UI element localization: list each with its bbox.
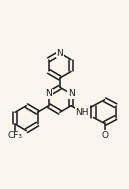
Text: N: N bbox=[45, 89, 52, 98]
Text: CF₃: CF₃ bbox=[8, 131, 23, 140]
Text: N: N bbox=[57, 49, 63, 58]
Text: N: N bbox=[68, 89, 74, 98]
Text: NH: NH bbox=[75, 108, 89, 117]
Text: O: O bbox=[101, 131, 108, 140]
